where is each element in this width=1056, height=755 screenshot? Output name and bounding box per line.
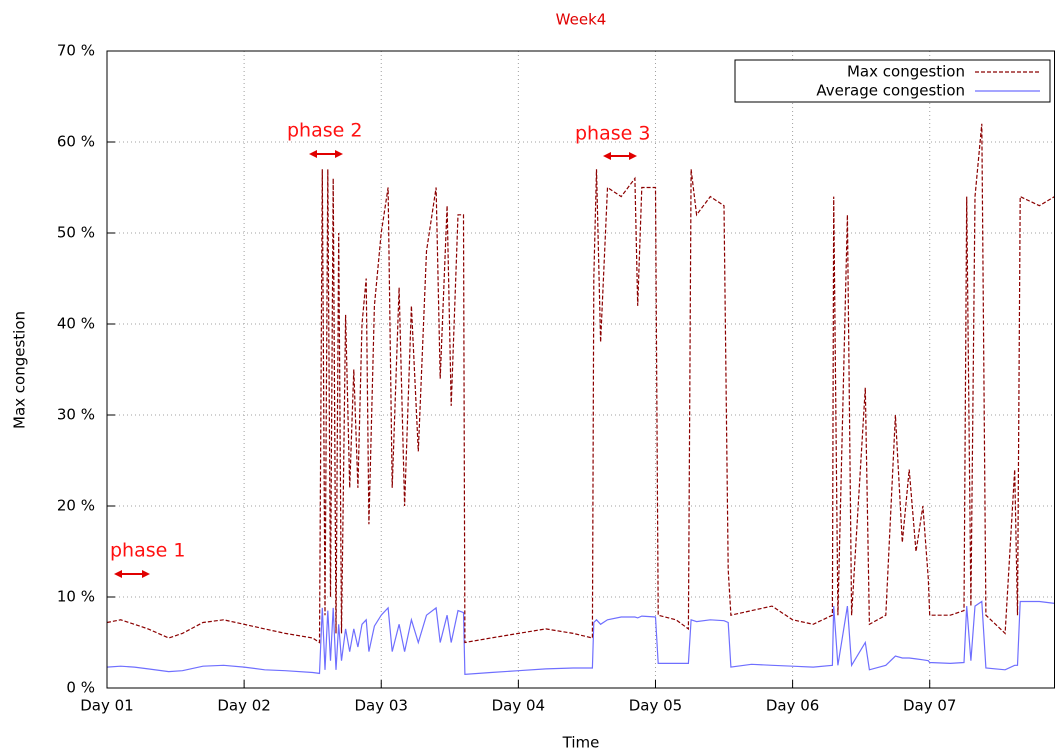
x-axis-label: Time xyxy=(562,734,600,752)
plot-frame xyxy=(106,50,1055,689)
x-tick-label: Day 02 xyxy=(217,697,270,715)
y-tick-label: 30 % xyxy=(57,406,95,424)
annotation: phase 3 xyxy=(575,123,650,145)
annotation: phase 2 xyxy=(287,120,362,142)
x-tick-label: Day 04 xyxy=(492,697,545,715)
legend-label: Max congestion xyxy=(847,63,965,81)
chart-title: Week4 xyxy=(556,11,607,29)
arrow-head xyxy=(603,152,637,160)
data-line xyxy=(106,123,1055,644)
y-tick-label: 40 % xyxy=(57,315,95,333)
legend-box xyxy=(734,59,1051,103)
y-tick-label: 70 % xyxy=(57,42,95,60)
arrow-head xyxy=(114,570,150,578)
annotation: phase 1 xyxy=(110,540,185,562)
y-tick-label: 0 % xyxy=(66,679,95,697)
y-tick-label: 50 % xyxy=(57,224,95,242)
y-tick-label: 20 % xyxy=(57,497,95,515)
x-tick-label: Day 03 xyxy=(354,697,407,715)
data-line xyxy=(106,600,1055,676)
y-tick-label: 60 % xyxy=(57,133,95,151)
y-axis-label: Max congestion xyxy=(11,311,29,429)
x-tick-label: Day 01 xyxy=(80,697,133,715)
arrow-head xyxy=(309,150,343,158)
x-tick-label: Day 05 xyxy=(629,697,682,715)
legend-label: Average congestion xyxy=(816,82,965,100)
y-tick-label: 10 % xyxy=(57,588,95,606)
x-tick-label: Day 06 xyxy=(766,697,819,715)
x-tick-label: Day 07 xyxy=(903,697,956,715)
